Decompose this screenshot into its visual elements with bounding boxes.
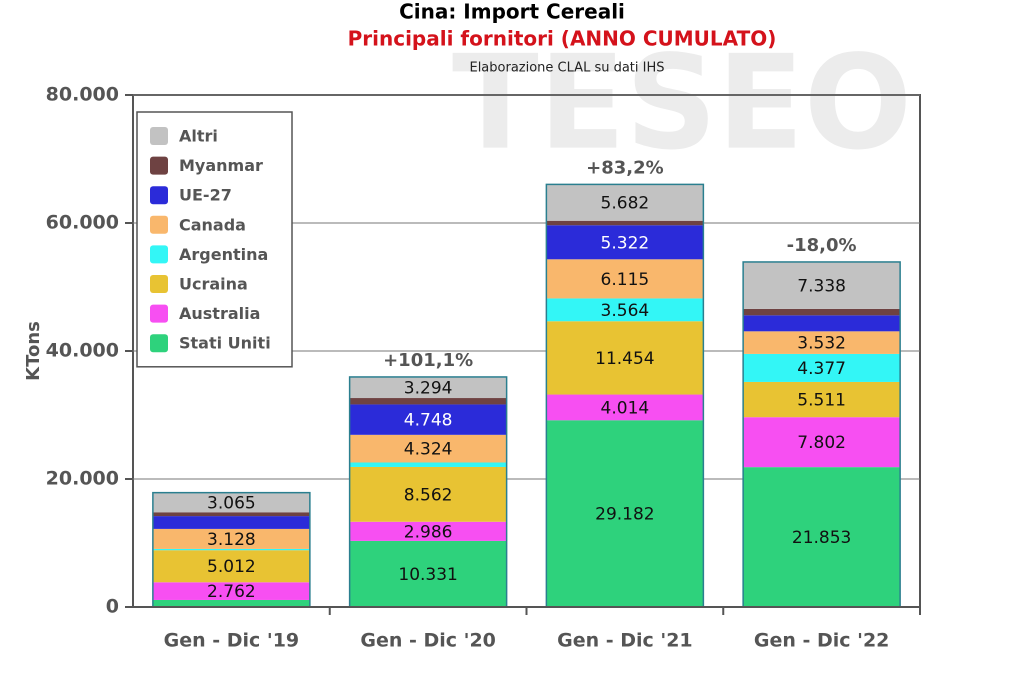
data-label: 4.324: [404, 440, 453, 460]
bar-segment: [546, 394, 704, 421]
legend-box: [136, 111, 293, 368]
data-label: 3.128: [207, 530, 256, 550]
data-label: 4.014: [601, 398, 650, 418]
bar-segment: [743, 261, 901, 309]
bar-segment: [152, 599, 310, 607]
data-label: 4.748: [404, 411, 453, 431]
data-label: 5.511: [797, 391, 846, 411]
data-label: 2.762: [207, 582, 256, 602]
chart-title: Cina: Import Cereali: [399, 0, 625, 24]
x-tick-label: Gen - Dic '20: [360, 630, 496, 652]
y-tick-label: 80.000: [46, 84, 119, 106]
y-tick-label: 0: [106, 596, 119, 618]
data-label: 21.853: [792, 528, 851, 548]
legend-label: Canada: [179, 215, 246, 234]
bar-segment: [743, 308, 901, 316]
data-label: 3.564: [601, 301, 650, 321]
data-label: 11.454: [595, 349, 654, 369]
data-label: 10.331: [398, 565, 457, 585]
data-label: 8.562: [404, 485, 453, 505]
bar-segment: [546, 184, 704, 221]
data-label: 3.532: [797, 334, 846, 354]
legend-label: Ucraina: [179, 275, 248, 294]
bar-segment: [349, 521, 507, 541]
bar-segment: [349, 462, 507, 467]
data-label: 5.682: [601, 194, 650, 214]
bar-segment: [546, 298, 704, 322]
y-tick-label: 40.000: [46, 340, 119, 362]
bar-segment: [152, 516, 310, 529]
data-label: 6.115: [601, 270, 650, 290]
bar-segment: [546, 321, 704, 395]
change-annotation: +101,1%: [383, 350, 473, 371]
data-label: 4.377: [797, 359, 846, 379]
data-label: 7.802: [797, 433, 846, 453]
legend-swatch: [150, 127, 168, 145]
legend-swatch: [150, 156, 168, 175]
bar-segment: [546, 225, 704, 260]
bar-segment: [743, 417, 901, 468]
legend-label: Australia: [179, 304, 260, 323]
source-note: Elaborazione CLAL su dati IHS: [469, 61, 664, 76]
legend-label: Myanmar: [179, 156, 263, 175]
data-label: 3.065: [207, 493, 256, 513]
bar-segment: [152, 550, 310, 583]
y-axis-label: KTons: [23, 321, 44, 381]
legend-swatch: [150, 334, 168, 353]
bar-segment: [152, 528, 310, 549]
data-label: 3.294: [404, 378, 453, 398]
bar-segment: [546, 259, 704, 299]
bar-segment: [743, 381, 901, 418]
bar-segment: [743, 331, 901, 354]
legend-label: UE-27: [179, 186, 232, 205]
legend-label: Stati Uniti: [179, 334, 271, 353]
data-label: 5.322: [601, 233, 650, 253]
x-tick-label: Gen - Dic '19: [164, 630, 300, 652]
data-label: 5.012: [207, 557, 256, 577]
legend-swatch: [150, 245, 168, 264]
bar-segment: [152, 512, 310, 517]
bar-segment: [349, 404, 507, 435]
data-label: 2.986: [404, 522, 453, 542]
legend-label: Altri: [179, 127, 218, 146]
bar-segment: [152, 492, 310, 513]
y-tick-label: 60.000: [46, 212, 119, 234]
chart-subtitle: Principali fornitori (ANNO CUMULATO): [348, 27, 777, 51]
legend-swatch: [150, 186, 168, 205]
legend-swatch: [150, 215, 168, 234]
legend-label: Argentina: [179, 245, 268, 264]
bar-segment: [546, 220, 704, 226]
bar-segment: [349, 398, 507, 405]
bar-segment: [349, 434, 507, 463]
x-tick-label: Gen - Dic '21: [557, 630, 693, 652]
bar-segment: [349, 466, 507, 522]
watermark: TESEO: [452, 27, 912, 179]
bar-segment: [349, 540, 507, 607]
legend-swatch: [150, 304, 168, 323]
bar-segment: [743, 353, 901, 382]
bar-segment: [152, 548, 310, 551]
legend-swatch: [150, 275, 168, 293]
bar-segment: [152, 582, 310, 600]
bar-segment: [743, 467, 901, 607]
bar-segment: [743, 315, 901, 332]
y-tick-label: 20.000: [46, 468, 119, 490]
data-label: 7.338: [797, 276, 846, 296]
change-annotation: +83,2%: [586, 157, 664, 178]
bar-segment: [546, 420, 704, 607]
bar-segment: [349, 376, 507, 399]
x-tick-label: Gen - Dic '22: [754, 630, 890, 652]
change-annotation: -18,0%: [787, 235, 857, 256]
data-label: 29.182: [595, 505, 654, 525]
